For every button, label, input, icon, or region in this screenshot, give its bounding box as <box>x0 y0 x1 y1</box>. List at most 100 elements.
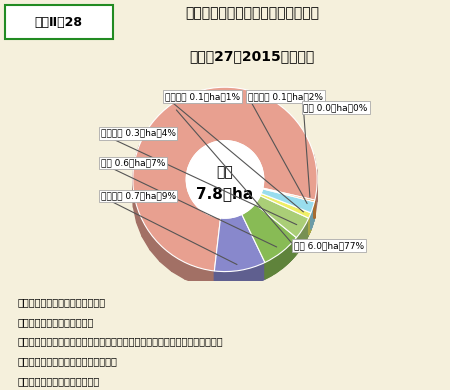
Polygon shape <box>203 212 206 230</box>
Polygon shape <box>295 239 296 256</box>
Polygon shape <box>215 217 217 234</box>
Polygon shape <box>225 218 227 235</box>
Polygon shape <box>314 154 317 186</box>
Polygon shape <box>248 268 250 285</box>
Polygon shape <box>238 216 239 232</box>
Polygon shape <box>252 267 253 284</box>
Polygon shape <box>194 202 198 223</box>
Polygon shape <box>286 248 287 265</box>
Polygon shape <box>133 176 134 207</box>
Polygon shape <box>261 191 262 210</box>
Polygon shape <box>229 218 230 234</box>
Polygon shape <box>274 256 276 274</box>
Text: ３：数値は、森林管理局及び都道府県からの報告に基づき、集計したもの。: ３：数値は、森林管理局及び都道府県からの報告に基づき、集計したもの。 <box>18 337 223 346</box>
Polygon shape <box>186 171 187 194</box>
Polygon shape <box>244 213 245 230</box>
Polygon shape <box>253 266 255 284</box>
Wedge shape <box>214 214 265 271</box>
Polygon shape <box>227 271 229 288</box>
Polygon shape <box>284 250 285 267</box>
Polygon shape <box>224 218 225 235</box>
Text: 7.8千ha: 7.8千ha <box>196 186 254 201</box>
Text: カモシカ 0.3千ha，4%: カモシカ 0.3千ha，4% <box>100 129 176 138</box>
Polygon shape <box>225 271 227 288</box>
Polygon shape <box>172 255 185 279</box>
Polygon shape <box>216 271 218 288</box>
Polygon shape <box>258 265 260 282</box>
Polygon shape <box>247 211 248 228</box>
Polygon shape <box>260 194 261 213</box>
Polygon shape <box>278 254 279 271</box>
Polygon shape <box>262 169 264 192</box>
Polygon shape <box>237 216 238 233</box>
Polygon shape <box>257 198 259 217</box>
Polygon shape <box>134 191 137 222</box>
Polygon shape <box>256 200 257 219</box>
Polygon shape <box>296 238 297 255</box>
Polygon shape <box>262 187 263 206</box>
Polygon shape <box>234 271 236 288</box>
Polygon shape <box>251 206 253 224</box>
Polygon shape <box>230 218 232 234</box>
Polygon shape <box>206 213 208 230</box>
Text: （平成27（2015）年度）: （平成27（2015）年度） <box>189 49 315 63</box>
Polygon shape <box>239 270 241 287</box>
Text: イノシシ 0.1千ha，1%: イノシシ 0.1千ha，1% <box>165 92 240 101</box>
Polygon shape <box>290 244 291 261</box>
Polygon shape <box>133 160 135 192</box>
Polygon shape <box>255 266 256 283</box>
Polygon shape <box>221 218 222 235</box>
Polygon shape <box>196 205 198 223</box>
Polygon shape <box>249 208 251 226</box>
Polygon shape <box>263 182 264 205</box>
Polygon shape <box>191 197 192 216</box>
Text: 注１：国有林及び民有林の合計。: 注１：国有林及び民有林の合計。 <box>18 297 106 307</box>
Polygon shape <box>202 210 203 228</box>
Polygon shape <box>283 250 284 268</box>
Polygon shape <box>190 197 194 219</box>
Text: ノネズミ 0.7千ha，9%: ノネズミ 0.7千ha，9% <box>100 191 176 200</box>
Polygon shape <box>280 252 282 269</box>
Polygon shape <box>265 262 266 279</box>
Polygon shape <box>218 271 220 288</box>
Polygon shape <box>289 245 290 262</box>
Wedge shape <box>133 87 317 271</box>
Polygon shape <box>194 203 196 222</box>
Polygon shape <box>212 216 215 233</box>
Text: 資料Ⅱ－28: 資料Ⅱ－28 <box>35 16 82 29</box>
Polygon shape <box>202 211 208 231</box>
Polygon shape <box>249 209 250 226</box>
Polygon shape <box>230 271 232 288</box>
Polygon shape <box>199 268 214 287</box>
Polygon shape <box>214 271 216 288</box>
Polygon shape <box>232 217 234 234</box>
Polygon shape <box>193 201 194 220</box>
Polygon shape <box>239 215 240 232</box>
Polygon shape <box>263 262 265 280</box>
Polygon shape <box>236 216 237 233</box>
Polygon shape <box>279 253 280 271</box>
Polygon shape <box>208 214 210 232</box>
Polygon shape <box>239 215 241 232</box>
Polygon shape <box>160 245 172 271</box>
Text: 主要な野生鳥獣による森林被害面積: 主要な野生鳥獣による森林被害面積 <box>185 6 319 20</box>
Polygon shape <box>271 259 272 276</box>
Polygon shape <box>297 236 298 253</box>
Polygon shape <box>240 215 241 232</box>
Polygon shape <box>210 215 212 232</box>
Polygon shape <box>272 258 274 275</box>
Polygon shape <box>185 262 199 285</box>
Polygon shape <box>292 242 293 259</box>
Polygon shape <box>150 233 160 261</box>
Polygon shape <box>266 261 267 278</box>
Polygon shape <box>231 218 232 234</box>
Polygon shape <box>227 218 230 235</box>
Polygon shape <box>270 259 271 277</box>
FancyBboxPatch shape <box>4 5 112 39</box>
Polygon shape <box>243 213 244 230</box>
Polygon shape <box>217 217 220 234</box>
Polygon shape <box>142 220 150 250</box>
Polygon shape <box>232 271 234 288</box>
Polygon shape <box>291 243 292 261</box>
Polygon shape <box>242 214 243 230</box>
